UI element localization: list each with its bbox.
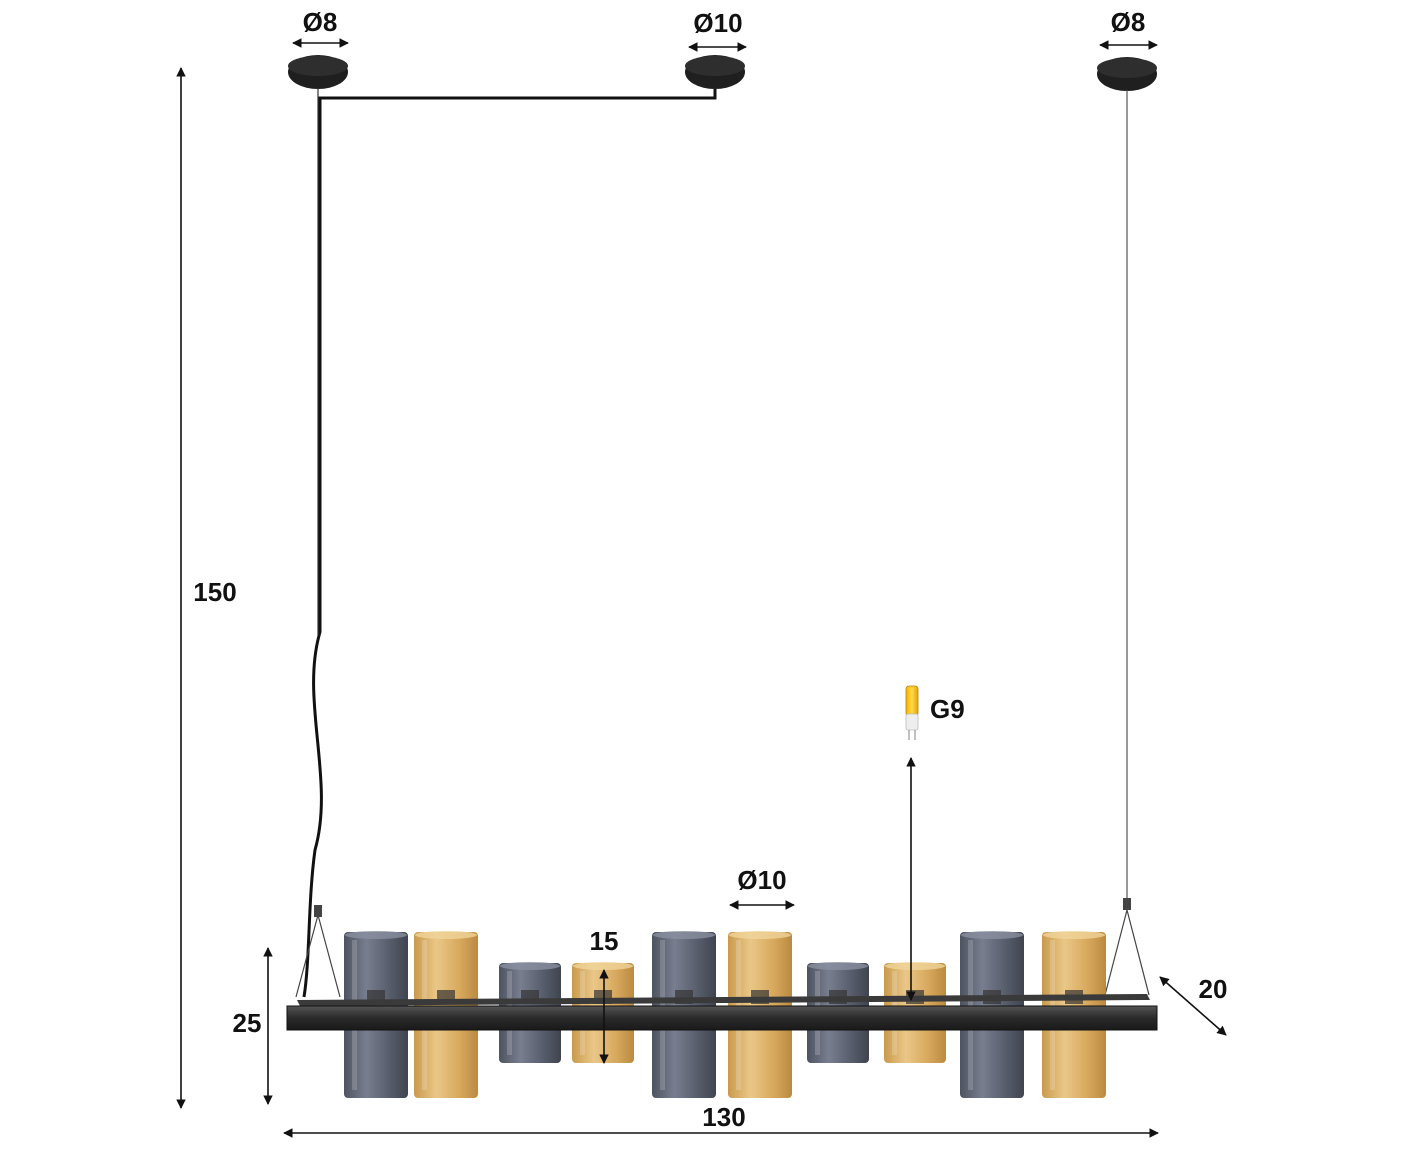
suspension-wire-left-fork xyxy=(295,914,341,998)
metal-frame xyxy=(286,994,1158,1031)
suspension-wire-right-fork xyxy=(1104,909,1150,996)
dimension-line-depth xyxy=(1159,976,1227,1036)
ceiling-canopy-middle xyxy=(685,55,745,89)
ceiling-canopy-left xyxy=(288,55,348,89)
total-height-label: 150 xyxy=(193,577,236,607)
fixture-height-label: 25 xyxy=(233,1008,262,1038)
shade-diameter-label: Ø10 xyxy=(737,865,786,895)
power-cable xyxy=(302,89,717,998)
short-shade-height-label: 15 xyxy=(590,926,619,956)
depth-label: 20 xyxy=(1199,974,1228,1004)
ceiling-middle-diameter-label: Ø10 xyxy=(693,8,742,38)
g9-bulb-icon xyxy=(905,685,919,740)
ceiling-canopy-right xyxy=(1097,57,1157,91)
total-width-label: 130 xyxy=(702,1102,745,1132)
bulb-type-label: G9 xyxy=(930,694,965,724)
ceiling-left-diameter-label: Ø8 xyxy=(303,7,338,37)
ceiling-right-diameter-label: Ø8 xyxy=(1111,7,1146,37)
